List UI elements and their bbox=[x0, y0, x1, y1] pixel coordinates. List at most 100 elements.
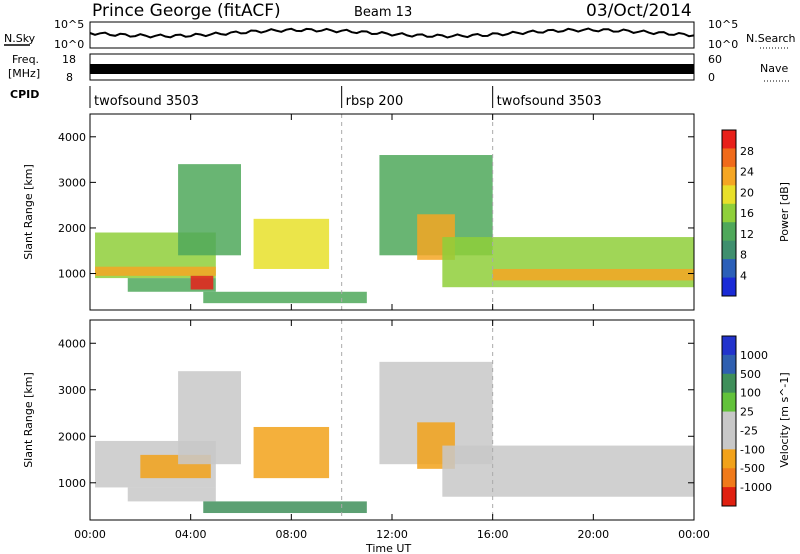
colorbar-tick-label: 12 bbox=[740, 228, 754, 241]
echo-region bbox=[127, 487, 216, 502]
colorbar-tick-label: -100 bbox=[740, 443, 765, 456]
nsearch-tick-top: 10^5 bbox=[708, 18, 738, 31]
nsky-panel: N.Sky 10^5 10^0 10^5 10^0 N.Search bbox=[4, 18, 796, 51]
cpid-label: CPID bbox=[10, 88, 39, 101]
colorbar-tick-label: 4 bbox=[740, 269, 747, 282]
nsky-tick-bottom: 10^0 bbox=[54, 38, 84, 51]
freq-tick-bottom: 8 bbox=[66, 71, 73, 84]
nave-tick-bottom: 0 bbox=[708, 71, 715, 84]
x-tick-label: 04:00 bbox=[175, 528, 207, 541]
power-ylabel: Slant Range [km] bbox=[22, 164, 35, 260]
colorbar-swatch bbox=[722, 487, 736, 507]
colorbar-swatch bbox=[722, 185, 736, 205]
echo-region bbox=[253, 426, 330, 479]
power-colorbar: 28 24 20 16 12 8 4 bbox=[721, 129, 754, 297]
colorbar-swatch bbox=[722, 449, 736, 469]
colorbar-tick-label: 1000 bbox=[740, 349, 768, 362]
echo-region bbox=[178, 164, 241, 256]
echo-region bbox=[178, 371, 241, 465]
colorbar-swatch bbox=[722, 392, 736, 413]
y-tick-label: 1000 bbox=[58, 268, 86, 281]
cpid-segment-label: twofsound 3503 bbox=[94, 94, 199, 109]
colorbar-swatch bbox=[722, 411, 736, 431]
cpid-segment-label: twofsound 3503 bbox=[497, 94, 602, 109]
station-title: Prince George (fitACF) bbox=[92, 1, 281, 21]
y-tick-label: 4000 bbox=[58, 131, 86, 144]
y-tick-label: 3000 bbox=[58, 176, 86, 189]
colorbar-swatch bbox=[722, 277, 736, 297]
x-tick-label: 12:00 bbox=[376, 528, 408, 541]
colorbar-swatch bbox=[722, 203, 736, 223]
echo-region bbox=[492, 268, 694, 281]
velocity-panel: 1000 2000 3000 4000 Slant Range [km] 1000 50… bbox=[22, 319, 791, 521]
colorbar-frame bbox=[721, 335, 737, 507]
y-tick-label: 2000 bbox=[58, 222, 86, 235]
echo-region bbox=[253, 218, 330, 269]
colorbar-tick-label: 20 bbox=[740, 186, 754, 199]
freq-label: Freq. bbox=[12, 53, 39, 66]
nsky-tick-top: 10^5 bbox=[54, 18, 84, 31]
beam-title: Beam 13 bbox=[354, 5, 412, 20]
colorbar-tick-label: -25 bbox=[740, 424, 758, 437]
nsearch-tick-bottom: 10^0 bbox=[708, 38, 738, 51]
colorbar-tick-label: 28 bbox=[740, 145, 754, 158]
cpid-panel: CPID twofsound 3503 rbsp 200 twofsound 350… bbox=[10, 86, 602, 109]
nsky-trace bbox=[89, 27, 695, 39]
colorbar-swatch bbox=[722, 148, 736, 168]
power-marks bbox=[95, 114, 694, 310]
colorbar-frame bbox=[721, 129, 737, 297]
freq-band bbox=[90, 64, 694, 74]
nave-label: Nave bbox=[760, 62, 788, 75]
colorbar-tick-label: -500 bbox=[740, 462, 765, 475]
echo-region bbox=[190, 275, 214, 290]
nave-tick-top: 60 bbox=[708, 53, 722, 66]
colorbar-tick-label: 8 bbox=[740, 249, 747, 262]
velocity-marks bbox=[95, 320, 694, 520]
colorbar-tick-label: 500 bbox=[740, 368, 761, 381]
x-tick-label: 08:00 bbox=[275, 528, 307, 541]
x-tick-label: 20:00 bbox=[577, 528, 609, 541]
colorbar-swatch bbox=[722, 240, 736, 260]
colorbar-swatch bbox=[722, 336, 736, 356]
y-tick-label: 2000 bbox=[58, 430, 86, 443]
power-yticks: 1000 2000 3000 4000 bbox=[58, 131, 694, 281]
freq-panel: Freq. [MHz] 18 8 60 0 Nave bbox=[8, 53, 790, 84]
nsearch-label: N.Search bbox=[746, 32, 796, 45]
cpid-segment-label: rbsp 200 bbox=[346, 94, 404, 109]
colorbar-tick-label: -1000 bbox=[740, 481, 772, 494]
x-tick-label: 00:00 bbox=[678, 528, 710, 541]
power-colorbar-label: Power [dB] bbox=[778, 182, 791, 242]
echo-region bbox=[203, 501, 367, 514]
colorbar-swatch bbox=[722, 222, 736, 242]
velocity-yticks: 1000 2000 3000 4000 bbox=[58, 337, 694, 490]
nsky-label: N.Sky bbox=[4, 32, 36, 45]
y-tick-label: 4000 bbox=[58, 337, 86, 350]
colorbar-tick-label: 25 bbox=[740, 406, 754, 419]
velocity-colorbar: 1000 500 100 25 -25 -100 -500 -1000 bbox=[721, 335, 772, 507]
colorbar-swatch bbox=[722, 430, 736, 450]
colorbar-swatch bbox=[722, 166, 736, 186]
echo-region bbox=[442, 445, 694, 497]
freq-unit: [MHz] bbox=[8, 67, 40, 80]
y-tick-label: 1000 bbox=[58, 477, 86, 490]
colorbar-swatch bbox=[722, 354, 736, 375]
time-axis-label: Time UT bbox=[365, 542, 411, 554]
colorbar-swatch bbox=[722, 130, 736, 149]
colorbar-tick-label: 24 bbox=[740, 166, 754, 179]
freq-tick-top: 18 bbox=[62, 53, 76, 66]
power-panel: 1000 2000 3000 4000 Slant Range [km] 28 24 20… bbox=[22, 113, 791, 311]
velocity-colorbar-label-text: Velocity [m s^-1] bbox=[778, 372, 791, 467]
echo-region bbox=[95, 266, 216, 276]
time-axis: 00:00 04:00 08:00 12:00 16:00 20:00 00:00 bbox=[74, 114, 710, 541]
colorbar-swatch bbox=[722, 468, 736, 488]
velocity-colorbar-label: Velocity [m s^-1] bbox=[778, 372, 791, 467]
colorbar-swatch bbox=[722, 259, 736, 279]
x-tick-label: 16:00 bbox=[477, 528, 509, 541]
echo-region bbox=[203, 291, 367, 304]
date-title: 03/Oct/2014 bbox=[586, 1, 692, 21]
velocity-ylabel: Slant Range [km] bbox=[22, 372, 35, 468]
colorbar-swatch bbox=[722, 373, 736, 394]
nsky-frame bbox=[89, 21, 695, 49]
y-tick-label: 3000 bbox=[58, 384, 86, 397]
